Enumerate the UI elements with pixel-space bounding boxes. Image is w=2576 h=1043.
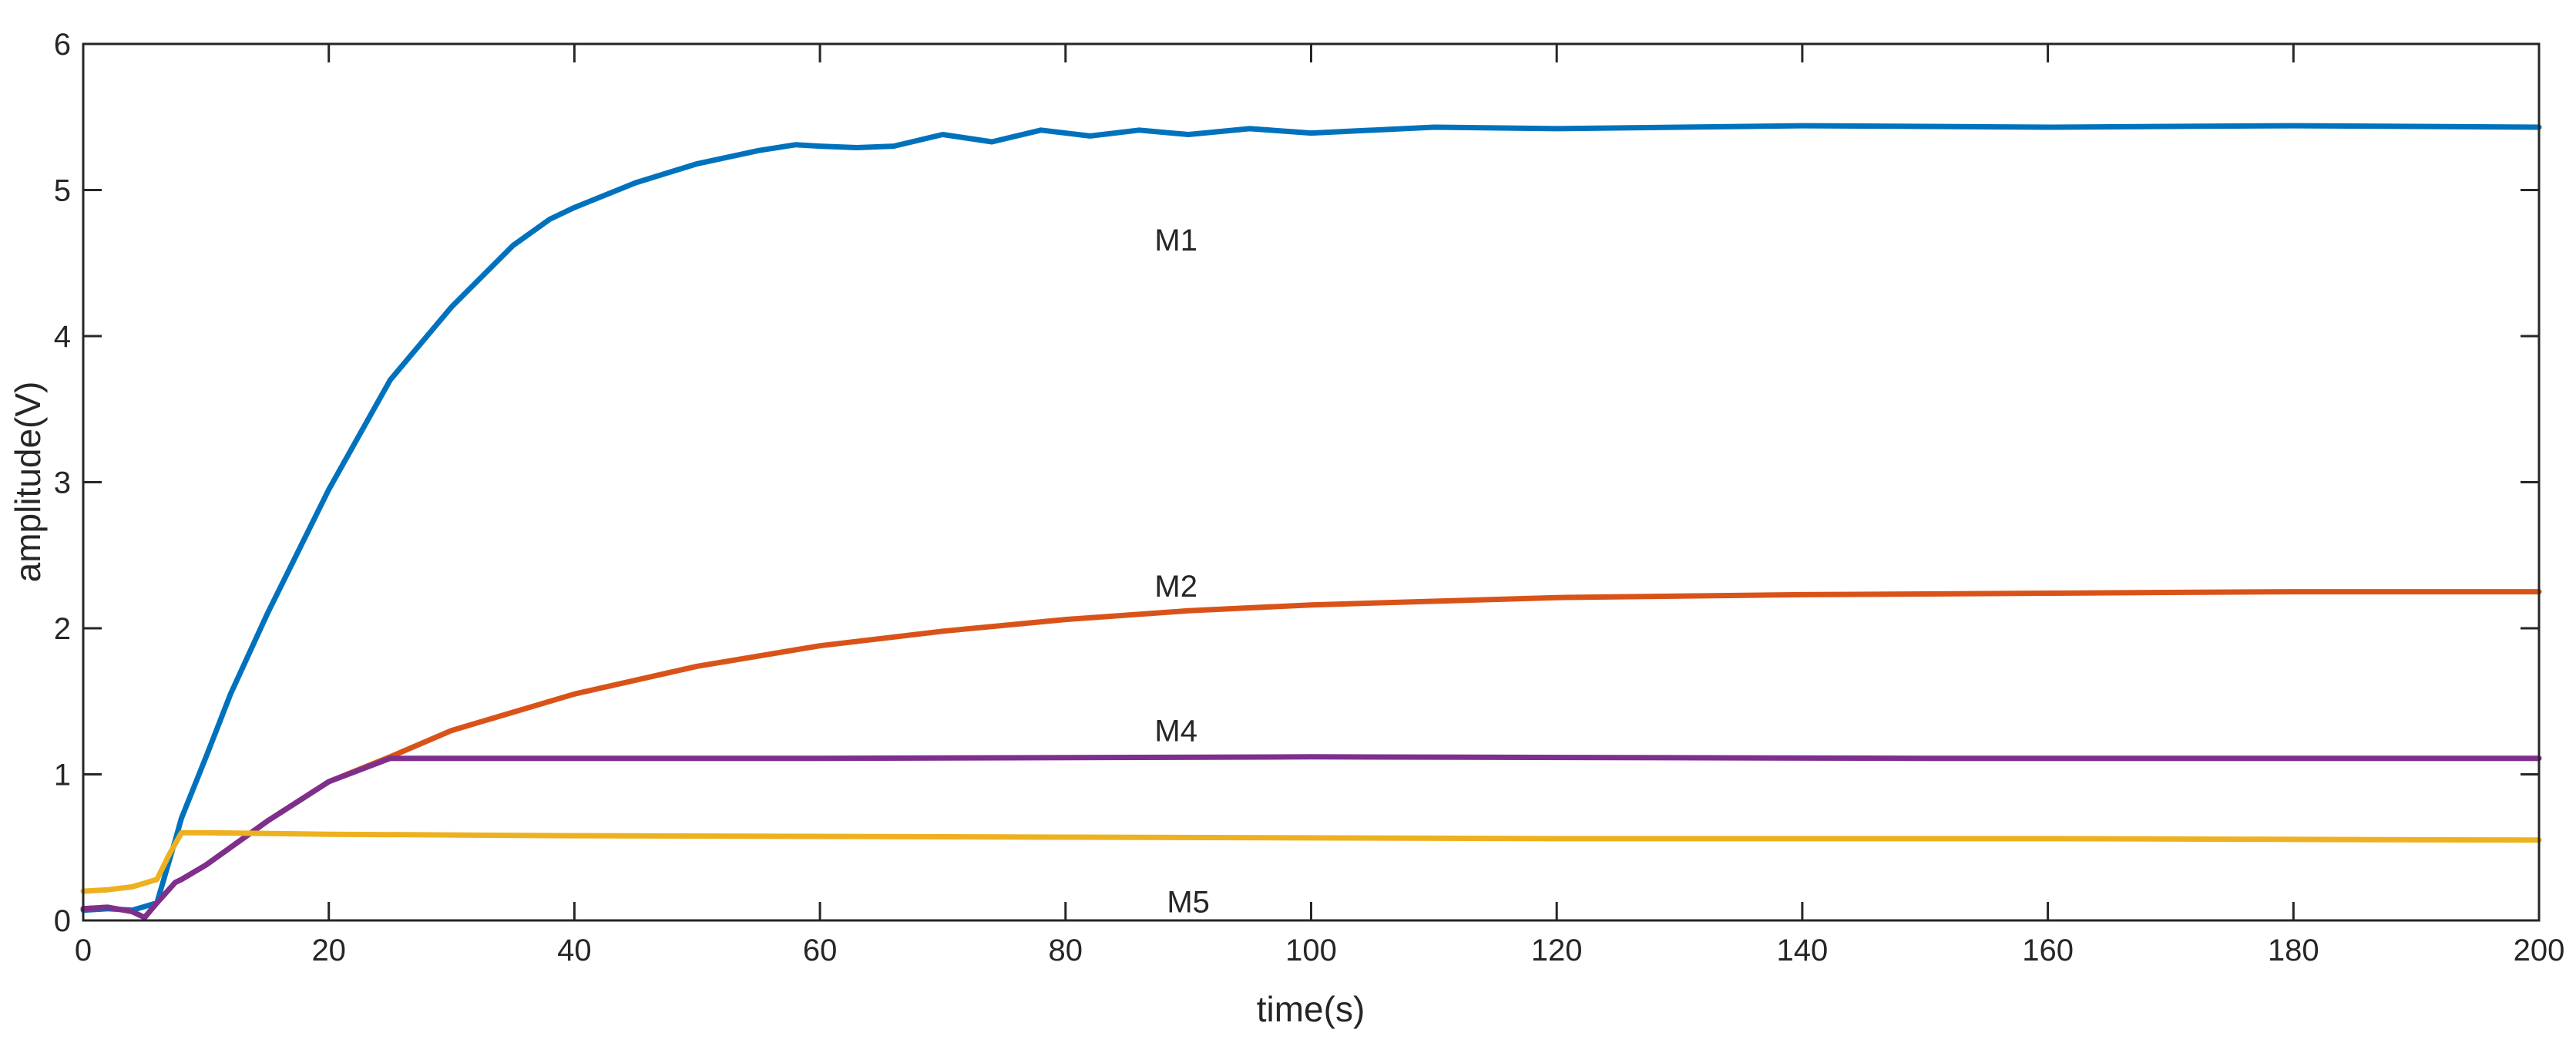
annotation-m5: M5 <box>1167 885 1210 919</box>
x-axis-label: time(s) <box>1257 989 1365 1029</box>
x-tick-label: 20 <box>311 934 346 967</box>
y-tick-labels: 0 1 2 3 4 5 6 <box>54 28 71 938</box>
x-tick-label: 160 <box>2022 934 2074 967</box>
x-tick-label: 120 <box>1531 934 1583 967</box>
annotation-m1: M1 <box>1154 224 1197 257</box>
x-tick-label: 100 <box>1285 934 1337 967</box>
x-tick-labels: 0 20 40 60 80 100 120 140 160 180 200 <box>75 934 2565 967</box>
x-tick-label: 180 <box>2268 934 2319 967</box>
plot-frame <box>82 42 2541 922</box>
y-tick-label: 4 <box>54 320 71 354</box>
series-line-m4 <box>80 754 2542 920</box>
series-annotations: M1 M2 M4 M5 <box>1154 224 1210 919</box>
x-tick-label: 200 <box>2514 934 2565 967</box>
x-tick-label: 40 <box>557 934 592 967</box>
x-tick-label: 0 <box>75 934 92 967</box>
series-line-m5 <box>80 829 2542 894</box>
annotation-m4: M4 <box>1154 715 1197 749</box>
y-tick-label: 6 <box>54 28 71 62</box>
x-tick-label: 140 <box>1777 934 1829 967</box>
series-lines <box>80 123 2542 920</box>
y-tick-label: 0 <box>54 904 71 938</box>
y-tick-label: 3 <box>54 466 71 500</box>
x-tick-label: 80 <box>1049 934 1083 967</box>
y-tick-label: 5 <box>54 174 71 208</box>
y-tick-label: 1 <box>54 759 71 792</box>
y-tick-label: 2 <box>54 612 71 646</box>
y-axis-label: amplitude(V) <box>8 382 48 583</box>
annotation-m2: M2 <box>1154 570 1197 604</box>
x-tick-label: 60 <box>803 934 838 967</box>
plot-area <box>83 44 2539 920</box>
series-line-m1 <box>80 123 2542 913</box>
